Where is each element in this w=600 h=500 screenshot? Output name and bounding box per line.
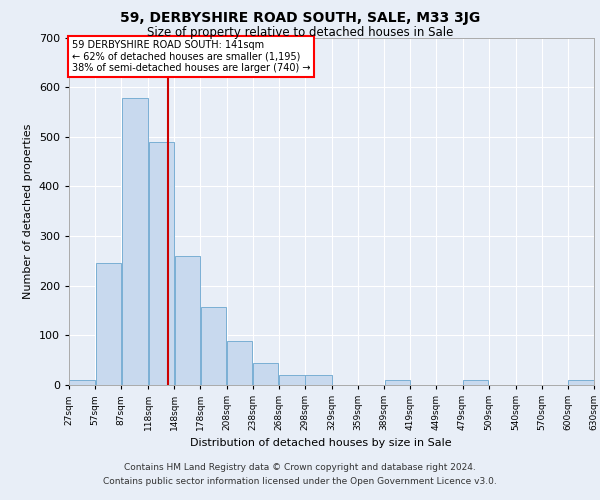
Text: Contains public sector information licensed under the Open Government Licence v3: Contains public sector information licen…	[103, 477, 497, 486]
Bar	[463, 380, 488, 385]
Bar	[568, 380, 593, 385]
Bar	[95, 264, 121, 385]
Text: Distribution of detached houses by size in Sale: Distribution of detached houses by size …	[190, 438, 452, 448]
Text: Size of property relative to detached houses in Sale: Size of property relative to detached ho…	[147, 26, 453, 39]
Text: 59, DERBYSHIRE ROAD SOUTH, SALE, M33 3JG: 59, DERBYSHIRE ROAD SOUTH, SALE, M33 3JG	[120, 11, 480, 25]
Bar	[70, 380, 95, 385]
Bar	[385, 380, 410, 385]
Bar	[175, 256, 200, 385]
Text: 59 DERBYSHIRE ROAD SOUTH: 141sqm
← 62% of detached houses are smaller (1,195)
38: 59 DERBYSHIRE ROAD SOUTH: 141sqm ← 62% o…	[71, 40, 310, 73]
Bar	[253, 362, 278, 385]
Bar	[279, 375, 305, 385]
Y-axis label: Number of detached properties: Number of detached properties	[23, 124, 33, 299]
Bar	[149, 142, 174, 385]
Bar	[227, 342, 252, 385]
Text: Contains HM Land Registry data © Crown copyright and database right 2024.: Contains HM Land Registry data © Crown c…	[124, 464, 476, 472]
Bar	[122, 98, 148, 385]
Bar	[305, 375, 331, 385]
Bar	[201, 306, 226, 385]
